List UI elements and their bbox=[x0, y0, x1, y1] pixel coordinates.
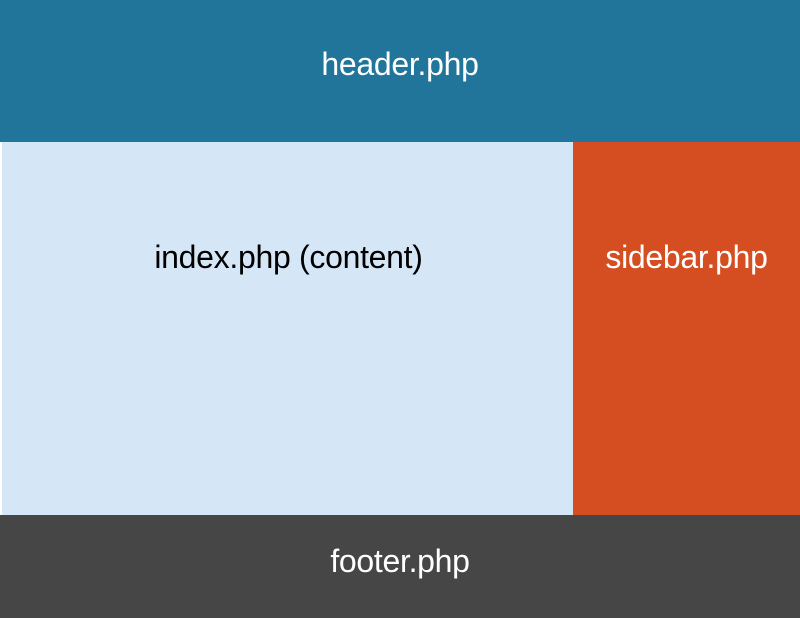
content-label: index.php (content) bbox=[154, 239, 423, 275]
footer-label: footer.php bbox=[330, 543, 470, 579]
header-region: header.php bbox=[0, 0, 800, 142]
content-region: index.php (content) bbox=[0, 142, 573, 515]
sidebar-region: sidebar.php bbox=[573, 142, 800, 515]
sidebar-label: sidebar.php bbox=[605, 239, 768, 275]
footer-region: footer.php bbox=[0, 515, 800, 618]
header-label: header.php bbox=[321, 45, 479, 82]
